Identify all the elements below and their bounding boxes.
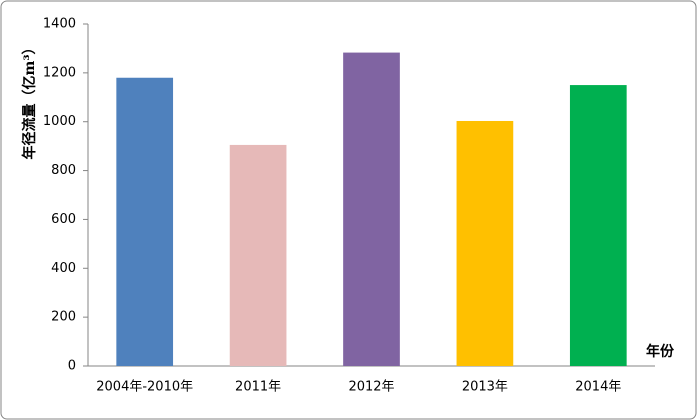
x-tick-label: 2012年	[348, 380, 394, 395]
y-tick-label: 800	[51, 163, 76, 178]
x-tick-label: 2011年	[235, 380, 281, 395]
x-axis-label: 年份	[646, 343, 675, 360]
y-tick-label: 1200	[43, 65, 76, 80]
y-tick-label: 1400	[43, 17, 76, 32]
bar	[569, 85, 627, 367]
y-tick-label: 1000	[43, 114, 76, 129]
x-tick-label: 2013年	[462, 380, 508, 395]
y-tick-label: 0	[68, 359, 76, 374]
bar	[456, 120, 514, 366]
bar	[343, 52, 400, 367]
y-tick-label: 400	[51, 261, 76, 276]
bar	[116, 77, 174, 366]
bar	[229, 144, 287, 366]
y-axis-label: 年径流量（亿m³）	[21, 41, 38, 160]
x-tick-label: 2004年-2010年	[96, 380, 193, 395]
y-tick-label: 200	[51, 310, 76, 325]
y-tick-label: 600	[51, 212, 76, 227]
x-tick-label: 2014年	[575, 380, 621, 395]
